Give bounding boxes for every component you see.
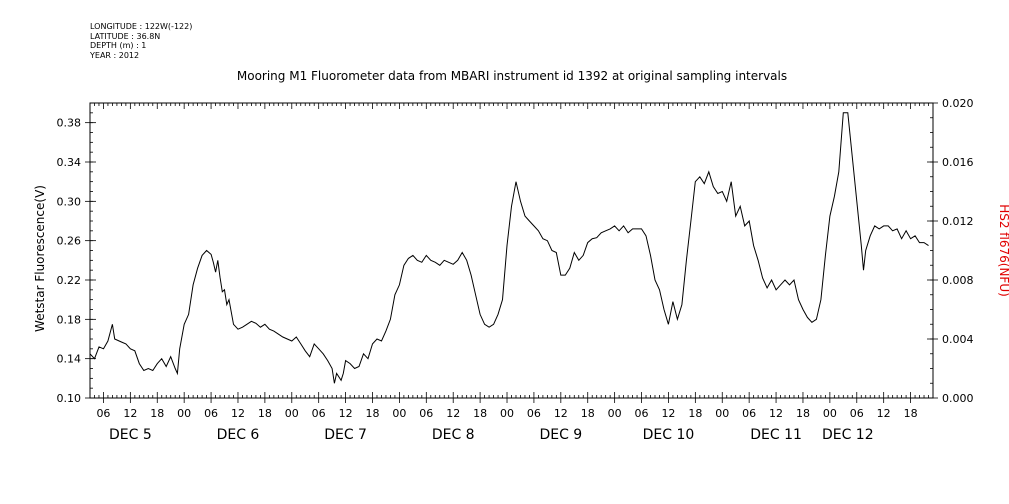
hour-tick-label: 12 bbox=[231, 407, 245, 420]
date-label: DEC 5 bbox=[109, 427, 152, 443]
date-label: DEC 10 bbox=[643, 427, 695, 443]
hour-tick-label: 00 bbox=[715, 407, 729, 420]
hour-tick-label: 06 bbox=[742, 407, 756, 420]
left-tick-label: 0.30 bbox=[57, 195, 82, 208]
y-axis-label-left: Wetstar Fluorescence(V) bbox=[33, 185, 47, 332]
hour-tick-label: 18 bbox=[688, 407, 702, 420]
y-axis-label-right: HS2 fl676(NFU) bbox=[997, 204, 1009, 297]
year-text: YEAR : 2012 bbox=[90, 50, 140, 60]
hour-tick-label: 18 bbox=[150, 407, 164, 420]
depth-text: DEPTH (m) : 1 bbox=[90, 41, 147, 50]
hour-tick-label: 12 bbox=[339, 407, 353, 420]
hour-tick-label: 18 bbox=[581, 407, 595, 420]
date-label: DEC 6 bbox=[217, 427, 260, 443]
hour-tick-label: 06 bbox=[635, 407, 649, 420]
right-tick-label: 0.008 bbox=[942, 274, 974, 287]
mooring-metadata: LONGITUDE : 122W(-122) LATITUDE : 36.8N … bbox=[90, 22, 192, 60]
hour-tick-label: 12 bbox=[554, 407, 568, 420]
hour-tick-label: 12 bbox=[446, 407, 460, 420]
longitude-text: LONGITUDE : 122W(-122) bbox=[90, 22, 193, 31]
x-axis: 06 12 18 00 06 12 18 00 06 12 18 00 06 12 18 00 06 12 18 00… bbox=[96, 407, 917, 443]
hour-tick-label: 12 bbox=[661, 407, 675, 420]
right-tick-label: 0.012 bbox=[942, 215, 974, 228]
hour-tick-label: 00 bbox=[823, 407, 837, 420]
plot-border bbox=[89, 102, 934, 399]
left-y-axis: 0.10 0.14 0.18 0.22 0.26 0.30 0.34 0.38 bbox=[57, 102, 96, 405]
hour-tick-label: 12 bbox=[877, 407, 891, 420]
hour-tick-label: 18 bbox=[473, 407, 487, 420]
left-tick-label: 0.38 bbox=[57, 117, 82, 130]
plot-frame bbox=[89, 102, 934, 403]
left-tick-label: 0.22 bbox=[57, 274, 82, 287]
chart-title: Mooring M1 Fluorometer data from MBARI i… bbox=[237, 69, 787, 83]
hour-tick-label: 00 bbox=[608, 407, 622, 420]
wetstar-line bbox=[89, 112, 929, 384]
hour-tick-label: 12 bbox=[123, 407, 137, 420]
date-label: DEC 8 bbox=[432, 427, 475, 443]
latitude-text: LATITUDE : 36.8N bbox=[90, 31, 161, 41]
hour-tick-label: 06 bbox=[850, 407, 864, 420]
right-tick-label: 0.004 bbox=[942, 333, 974, 346]
hour-tick-label: 18 bbox=[258, 407, 272, 420]
hour-tick-label: 06 bbox=[96, 407, 110, 420]
right-tick-label: 0.000 bbox=[942, 392, 974, 405]
right-tick-label: 0.020 bbox=[942, 97, 974, 110]
hour-tick-label: 12 bbox=[769, 407, 783, 420]
hour-tick-label: 00 bbox=[392, 407, 406, 420]
left-tick-label: 0.10 bbox=[57, 392, 82, 405]
hour-tick-label: 18 bbox=[365, 407, 379, 420]
right-tick-label: 0.016 bbox=[942, 156, 974, 169]
hour-tick-label: 18 bbox=[904, 407, 918, 420]
left-tick-label: 0.18 bbox=[57, 313, 82, 326]
date-label: DEC 7 bbox=[324, 427, 367, 443]
series-wetstar-fluorescence bbox=[89, 112, 929, 384]
hour-tick-label: 00 bbox=[177, 407, 191, 420]
hour-tick-label: 06 bbox=[419, 407, 433, 420]
hour-tick-label: 06 bbox=[204, 407, 218, 420]
date-label: DEC 11 bbox=[750, 427, 802, 443]
hour-tick-label: 18 bbox=[796, 407, 810, 420]
date-label: DEC 9 bbox=[539, 427, 582, 443]
hour-tick-label: 00 bbox=[285, 407, 299, 420]
left-tick-label: 0.26 bbox=[57, 235, 82, 248]
right-y-axis: 0.000 0.004 0.008 0.012 0.016 0.020 bbox=[927, 97, 974, 405]
hour-tick-label: 06 bbox=[312, 407, 326, 420]
date-label: DEC 12 bbox=[822, 427, 874, 443]
hour-tick-label: 00 bbox=[500, 407, 514, 420]
hour-tick-label: 06 bbox=[527, 407, 541, 420]
left-tick-label: 0.34 bbox=[57, 156, 82, 169]
left-tick-label: 0.14 bbox=[57, 353, 82, 366]
